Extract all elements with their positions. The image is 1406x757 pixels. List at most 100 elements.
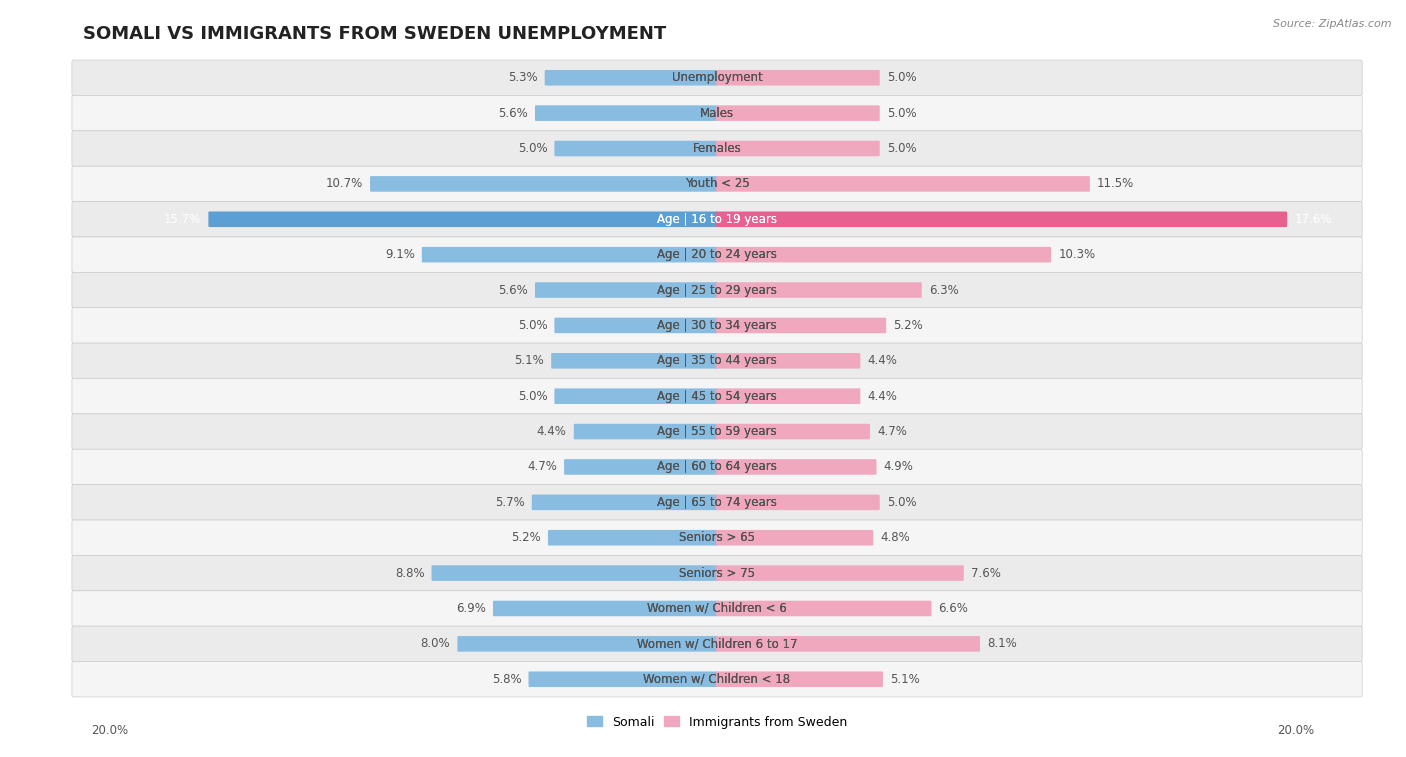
- Text: Age | 45 to 54 years: Age | 45 to 54 years: [657, 390, 778, 403]
- Text: 8.1%: 8.1%: [987, 637, 1017, 650]
- Text: Age | 30 to 34 years: Age | 30 to 34 years: [657, 319, 778, 332]
- Text: Seniors > 75: Seniors > 75: [679, 566, 755, 580]
- Text: 5.1%: 5.1%: [890, 673, 920, 686]
- Text: 15.7%: 15.7%: [165, 213, 201, 226]
- Text: Age | 35 to 44 years: Age | 35 to 44 years: [657, 354, 778, 367]
- Text: Women w/ Children 6 to 17: Women w/ Children 6 to 17: [637, 637, 797, 650]
- FancyBboxPatch shape: [716, 282, 922, 298]
- Text: Seniors > 75: Seniors > 75: [679, 566, 755, 580]
- FancyBboxPatch shape: [536, 105, 718, 121]
- Text: 10.7%: 10.7%: [326, 177, 363, 191]
- FancyBboxPatch shape: [494, 601, 718, 616]
- FancyBboxPatch shape: [529, 671, 718, 687]
- FancyBboxPatch shape: [72, 167, 1362, 201]
- Text: 4.8%: 4.8%: [880, 531, 910, 544]
- FancyBboxPatch shape: [554, 388, 718, 404]
- FancyBboxPatch shape: [716, 388, 860, 404]
- FancyBboxPatch shape: [716, 530, 873, 546]
- Text: Age | 35 to 44 years: Age | 35 to 44 years: [657, 354, 778, 367]
- Text: Seniors > 65: Seniors > 65: [679, 531, 755, 544]
- FancyBboxPatch shape: [716, 636, 980, 652]
- Text: Age | 16 to 19 years: Age | 16 to 19 years: [657, 213, 778, 226]
- Text: 4.4%: 4.4%: [537, 425, 567, 438]
- Text: Age | 60 to 64 years: Age | 60 to 64 years: [657, 460, 778, 473]
- FancyBboxPatch shape: [554, 318, 718, 333]
- FancyBboxPatch shape: [72, 378, 1362, 414]
- Text: Source: ZipAtlas.com: Source: ZipAtlas.com: [1274, 19, 1392, 29]
- Text: 4.4%: 4.4%: [868, 354, 897, 367]
- FancyBboxPatch shape: [72, 95, 1362, 131]
- FancyBboxPatch shape: [716, 141, 880, 156]
- Text: Females: Females: [693, 142, 741, 155]
- FancyBboxPatch shape: [72, 414, 1362, 449]
- Text: 5.0%: 5.0%: [887, 496, 917, 509]
- FancyBboxPatch shape: [554, 141, 718, 156]
- Text: Age | 65 to 74 years: Age | 65 to 74 years: [657, 496, 778, 509]
- Text: Women w/ Children < 18: Women w/ Children < 18: [644, 673, 790, 686]
- FancyBboxPatch shape: [716, 565, 963, 581]
- FancyBboxPatch shape: [716, 353, 860, 369]
- Text: Women w/ Children < 6: Women w/ Children < 6: [647, 602, 787, 615]
- Text: 6.9%: 6.9%: [456, 602, 486, 615]
- Text: Age | 25 to 29 years: Age | 25 to 29 years: [657, 284, 778, 297]
- Text: Age | 65 to 74 years: Age | 65 to 74 years: [657, 496, 778, 509]
- Text: 10.3%: 10.3%: [1059, 248, 1095, 261]
- FancyBboxPatch shape: [72, 273, 1362, 308]
- FancyBboxPatch shape: [716, 671, 883, 687]
- Text: Age | 20 to 24 years: Age | 20 to 24 years: [657, 248, 778, 261]
- Text: Youth < 25: Youth < 25: [685, 177, 749, 191]
- Text: Seniors > 65: Seniors > 65: [679, 531, 755, 544]
- FancyBboxPatch shape: [548, 530, 718, 546]
- FancyBboxPatch shape: [72, 484, 1362, 520]
- Text: 8.8%: 8.8%: [395, 566, 425, 580]
- FancyBboxPatch shape: [72, 237, 1362, 273]
- Text: 5.0%: 5.0%: [517, 390, 547, 403]
- Text: 5.0%: 5.0%: [887, 107, 917, 120]
- Text: Women w/ Children < 18: Women w/ Children < 18: [644, 673, 790, 686]
- Text: 20.0%: 20.0%: [1278, 724, 1315, 737]
- Text: 5.2%: 5.2%: [893, 319, 924, 332]
- FancyBboxPatch shape: [544, 70, 718, 86]
- FancyBboxPatch shape: [716, 601, 931, 616]
- FancyBboxPatch shape: [72, 662, 1362, 697]
- FancyBboxPatch shape: [72, 590, 1362, 626]
- FancyBboxPatch shape: [716, 247, 1052, 263]
- FancyBboxPatch shape: [564, 459, 718, 475]
- Text: 4.7%: 4.7%: [877, 425, 907, 438]
- Text: Age | 30 to 34 years: Age | 30 to 34 years: [657, 319, 778, 332]
- Text: 5.0%: 5.0%: [887, 142, 917, 155]
- FancyBboxPatch shape: [716, 459, 876, 475]
- Text: Age | 45 to 54 years: Age | 45 to 54 years: [657, 390, 778, 403]
- FancyBboxPatch shape: [72, 131, 1362, 167]
- Text: 5.0%: 5.0%: [887, 71, 917, 84]
- Text: 5.1%: 5.1%: [515, 354, 544, 367]
- FancyBboxPatch shape: [72, 556, 1362, 590]
- Text: Women w/ Children < 6: Women w/ Children < 6: [647, 602, 787, 615]
- FancyBboxPatch shape: [72, 308, 1362, 343]
- FancyBboxPatch shape: [551, 353, 718, 369]
- Text: 5.6%: 5.6%: [498, 107, 527, 120]
- Text: 6.6%: 6.6%: [939, 602, 969, 615]
- Text: 5.3%: 5.3%: [508, 71, 537, 84]
- FancyBboxPatch shape: [716, 211, 1286, 227]
- Text: 6.3%: 6.3%: [929, 284, 959, 297]
- FancyBboxPatch shape: [422, 247, 718, 263]
- Text: Unemployment: Unemployment: [672, 71, 762, 84]
- Legend: Somali, Immigrants from Sweden: Somali, Immigrants from Sweden: [582, 711, 852, 734]
- FancyBboxPatch shape: [574, 424, 718, 439]
- FancyBboxPatch shape: [72, 201, 1362, 237]
- FancyBboxPatch shape: [72, 343, 1362, 378]
- FancyBboxPatch shape: [716, 176, 1090, 192]
- Text: Females: Females: [693, 142, 741, 155]
- Text: Age | 55 to 59 years: Age | 55 to 59 years: [657, 425, 778, 438]
- Text: 5.0%: 5.0%: [517, 319, 547, 332]
- Text: Age | 60 to 64 years: Age | 60 to 64 years: [657, 460, 778, 473]
- Text: 4.7%: 4.7%: [527, 460, 557, 473]
- Text: 17.6%: 17.6%: [1295, 213, 1331, 226]
- Text: 4.4%: 4.4%: [868, 390, 897, 403]
- Text: 5.7%: 5.7%: [495, 496, 524, 509]
- FancyBboxPatch shape: [72, 520, 1362, 556]
- FancyBboxPatch shape: [536, 282, 718, 298]
- Text: Age | 25 to 29 years: Age | 25 to 29 years: [657, 284, 778, 297]
- FancyBboxPatch shape: [72, 626, 1362, 662]
